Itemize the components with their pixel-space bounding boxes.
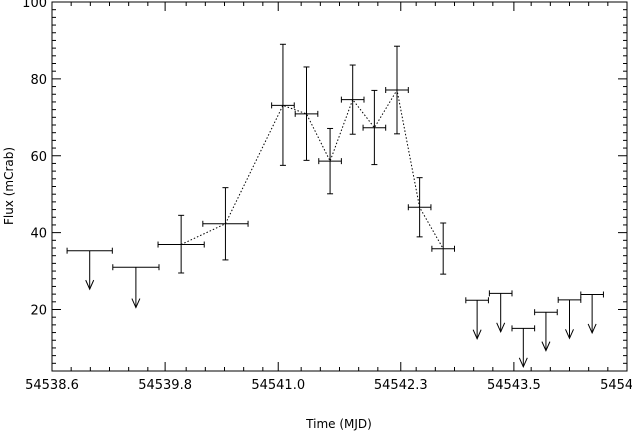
x-axis-label: Time (MJD) — [305, 417, 372, 431]
detection-point — [157, 214, 205, 274]
down-arrow-icon — [496, 322, 506, 334]
detection-point — [340, 64, 365, 135]
y-tick-label: 80 — [30, 73, 47, 88]
detection-point — [294, 66, 319, 161]
down-arrow-icon — [587, 323, 597, 335]
down-arrow-icon — [518, 357, 528, 369]
upper-limit — [511, 325, 536, 369]
detection-point — [318, 127, 342, 195]
down-arrow-icon — [85, 279, 95, 291]
data-marks — [66, 43, 604, 369]
y-tick-label: 60 — [30, 150, 47, 165]
dotted-connector-line — [180, 88, 444, 250]
down-arrow-icon — [565, 329, 574, 340]
upper-limit — [66, 247, 113, 291]
detection-point — [362, 89, 387, 166]
x-tick-label: 54543.5 — [487, 378, 541, 393]
detection-point — [431, 222, 455, 275]
axis-ticks — [51, 1, 628, 371]
detection-point — [385, 45, 409, 135]
upper-limit — [534, 309, 558, 352]
y-tick-label: 40 — [30, 227, 47, 242]
detection-point — [271, 43, 295, 166]
upper-limit — [488, 290, 513, 334]
down-arrow-icon — [472, 329, 482, 340]
detection-point — [202, 187, 249, 261]
plot-frame — [51, 1, 628, 372]
x-tick-label: 54541.0 — [251, 378, 305, 393]
down-arrow-icon — [131, 298, 141, 309]
upper-limit — [557, 296, 582, 340]
upper-limit — [580, 291, 604, 335]
y-axis-label: Flux (mCrab) — [2, 147, 16, 225]
x-tick-label: 54542.3 — [374, 378, 428, 393]
upper-limit — [112, 264, 160, 309]
y-tick-label: 100 — [22, 0, 47, 11]
down-arrow-icon — [541, 341, 551, 352]
detection-point — [407, 177, 432, 238]
x-tick-label: 54544.7 — [600, 378, 632, 393]
tick-labels: 54538.6 54539.8 54541.0 54542.3 54543.5 54544… — [22, 0, 632, 393]
x-tick-label: 54539.8 — [138, 378, 192, 393]
y-tick-label: 20 — [30, 304, 47, 319]
upper-limit — [465, 297, 489, 340]
x-tick-label: 54538.6 — [25, 378, 79, 393]
